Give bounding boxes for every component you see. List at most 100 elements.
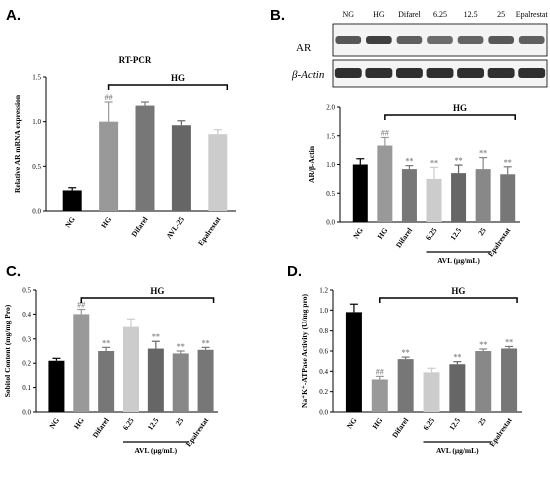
significance-mark: ##	[381, 128, 389, 137]
y-tick-label: 0.5	[32, 163, 41, 171]
bar	[123, 326, 139, 412]
category-label: 25	[476, 416, 488, 428]
significance-mark: **	[504, 158, 512, 167]
y-tick-label: 0.2	[22, 360, 31, 368]
blot-lane-label: 25	[497, 10, 505, 19]
y-tick-label: 1.0	[32, 118, 41, 126]
western-blot: AR β-Actin NG HG Difarel 6.25 12.5 25 Epalrest…	[291, 10, 549, 88]
blot-band-ar	[366, 36, 392, 44]
significance-mark: **	[453, 353, 461, 362]
bar	[397, 359, 414, 412]
y-tick-label: 0.3	[22, 335, 31, 343]
y-tick-label: 0.2	[319, 388, 328, 396]
hg-label: HG	[171, 73, 185, 83]
blot-band-ar	[335, 36, 362, 44]
bar	[345, 312, 362, 412]
bar	[171, 125, 191, 211]
y-tick-label: 0.8	[319, 327, 328, 335]
significance-mark: ##	[77, 301, 85, 310]
category-label: 12.5	[448, 226, 463, 242]
category-label: Difarel	[394, 226, 414, 249]
blot-lane-label: NG	[343, 10, 355, 19]
category-label: HG	[375, 226, 389, 241]
y-tick-label: 0.4	[22, 311, 31, 319]
chart-ar-actin: 0.0 0.5 1.0 1.5 2.0 AR/β-Actin NG ## HG ** Difarel…	[307, 103, 520, 265]
avl-label: AVL (μg/mL)	[437, 256, 480, 265]
significance-mark: **	[479, 149, 487, 158]
significance-mark: **	[177, 342, 185, 351]
bar	[197, 349, 214, 412]
avl-label: AVL (μg/mL)	[135, 446, 178, 455]
y-tick-label: 0.5	[22, 287, 31, 295]
significance-mark: **	[152, 332, 160, 341]
category-label: 12.5	[146, 416, 161, 432]
chart-title: RT-PCR	[119, 55, 152, 65]
blot-band-ar	[427, 36, 453, 44]
panel-letter-d: D.	[287, 263, 302, 280]
bar	[208, 134, 228, 211]
bar	[426, 178, 442, 222]
blot-row-label-ar: AR	[296, 42, 312, 54]
blot-band-ar	[518, 36, 545, 44]
y-tick-label: 0.4	[319, 368, 328, 376]
y-axis-label: AR/β-Actin	[307, 145, 316, 183]
y-tick-label: 2.0	[326, 104, 335, 112]
category-label: 6.25	[424, 226, 439, 242]
y-tick-label: 0.0	[32, 208, 41, 216]
blot-band-actin	[457, 68, 485, 78]
blot-band-ar	[396, 36, 423, 44]
category-label: AVL-25	[164, 215, 186, 241]
category-label: Epalrestat	[196, 215, 223, 248]
bar	[501, 348, 518, 412]
category-label: 25	[476, 226, 488, 238]
y-tick-label: 0.1	[22, 384, 31, 392]
chart-rt-pcr: 0.0 0.5 1.0 1.5 Relative AR mRNA expression R…	[13, 55, 236, 247]
category-label: HG	[99, 215, 113, 230]
hg-label: HG	[451, 286, 465, 296]
blot-row-label-actin: β-Actin	[291, 69, 325, 81]
y-tick-label: 1.2	[319, 287, 328, 295]
category-label: NG	[345, 416, 359, 431]
chart-sorbitol: 0.0 0.1 0.2 0.3 0.4 0.5 Sobitol Content (mg/mg…	[3, 286, 218, 455]
significance-mark: **	[402, 348, 410, 357]
bar	[147, 348, 164, 412]
significance-mark: **	[430, 158, 438, 167]
chart-atpase: 0.0 0.2 0.4 0.6 0.8 1.0 1.2 Na⁺K⁺-ATPase Activi…	[300, 286, 522, 455]
category-label: HG	[72, 416, 86, 431]
blot-band-ar	[457, 36, 484, 44]
y-axis-label: Na⁺K⁺-ATPase Activity (U/mg pro)	[300, 293, 309, 408]
bar	[352, 164, 368, 222]
category-label: Difarel	[390, 416, 410, 439]
panel-letter-c: C.	[6, 263, 21, 280]
y-tick-label: 1.5	[326, 132, 335, 140]
bar	[172, 353, 189, 412]
significance-mark: **	[455, 156, 463, 165]
panel-letter-a: A.	[6, 7, 21, 24]
bar	[475, 169, 491, 222]
category-label: 25	[174, 416, 186, 428]
blot-lane-label: Epalrestat	[516, 10, 549, 19]
blot-band-actin	[487, 68, 515, 78]
significance-mark: **	[505, 337, 513, 346]
panel-letter-b: B.	[270, 7, 285, 24]
hg-bracket	[80, 297, 215, 303]
category-label: Epalrestat	[486, 226, 513, 259]
significance-mark: **	[102, 338, 110, 347]
category-label: 6.25	[421, 416, 436, 432]
category-label: 12.5	[447, 416, 462, 432]
blot-band-actin	[426, 68, 454, 78]
category-label: NG	[47, 416, 61, 431]
blot-lane-label: HG	[373, 10, 385, 19]
y-axis-label: Sobitol Content (mg/mg Pro)	[3, 304, 12, 397]
blot-band-actin	[334, 68, 362, 78]
significance-mark: ##	[105, 93, 113, 102]
y-tick-label: 0.0	[22, 409, 31, 417]
category-label: Epalrestat	[184, 416, 211, 449]
significance-mark: **	[202, 338, 210, 347]
y-tick-label: 0.0	[326, 219, 335, 227]
bar	[475, 351, 492, 412]
category-label: Difarel	[129, 215, 149, 238]
bar	[500, 174, 516, 222]
hg-label: HG	[453, 103, 467, 113]
hg-bracket	[107, 84, 229, 90]
